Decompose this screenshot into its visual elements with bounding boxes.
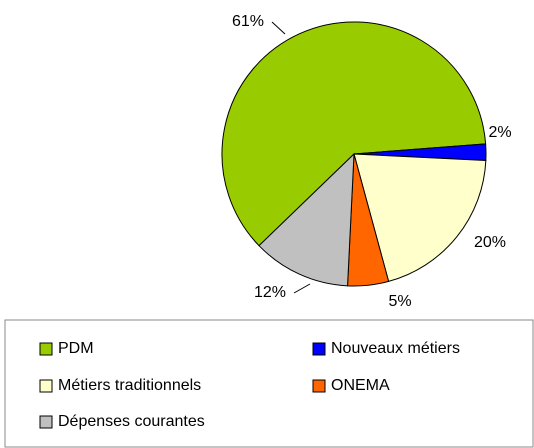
legend-label: Dépenses courantes [58, 413, 205, 430]
pie-slice [221, 21, 487, 247]
legend-label: Nouveaux métiers [331, 340, 460, 357]
legend-label: PDM [58, 340, 94, 357]
legend-swatch [39, 379, 53, 393]
legend-swatch [39, 342, 53, 356]
data-label: 12% [254, 284, 286, 301]
legend-swatch [39, 415, 53, 429]
legend-box [4, 319, 534, 448]
data-label: 5% [388, 293, 411, 310]
data-label: 20% [474, 234, 506, 251]
legend-swatch [312, 342, 326, 356]
legend-swatch [312, 379, 326, 393]
legend-label: Métiers traditionnels [58, 377, 201, 394]
leader-line [293, 283, 311, 294]
data-label: 2% [488, 124, 511, 141]
data-label: 61% [232, 13, 264, 30]
leader-line [271, 21, 286, 35]
pie-slice [258, 152, 355, 287]
pie-slice [353, 153, 487, 282]
legend-label: ONEMA [331, 377, 390, 394]
